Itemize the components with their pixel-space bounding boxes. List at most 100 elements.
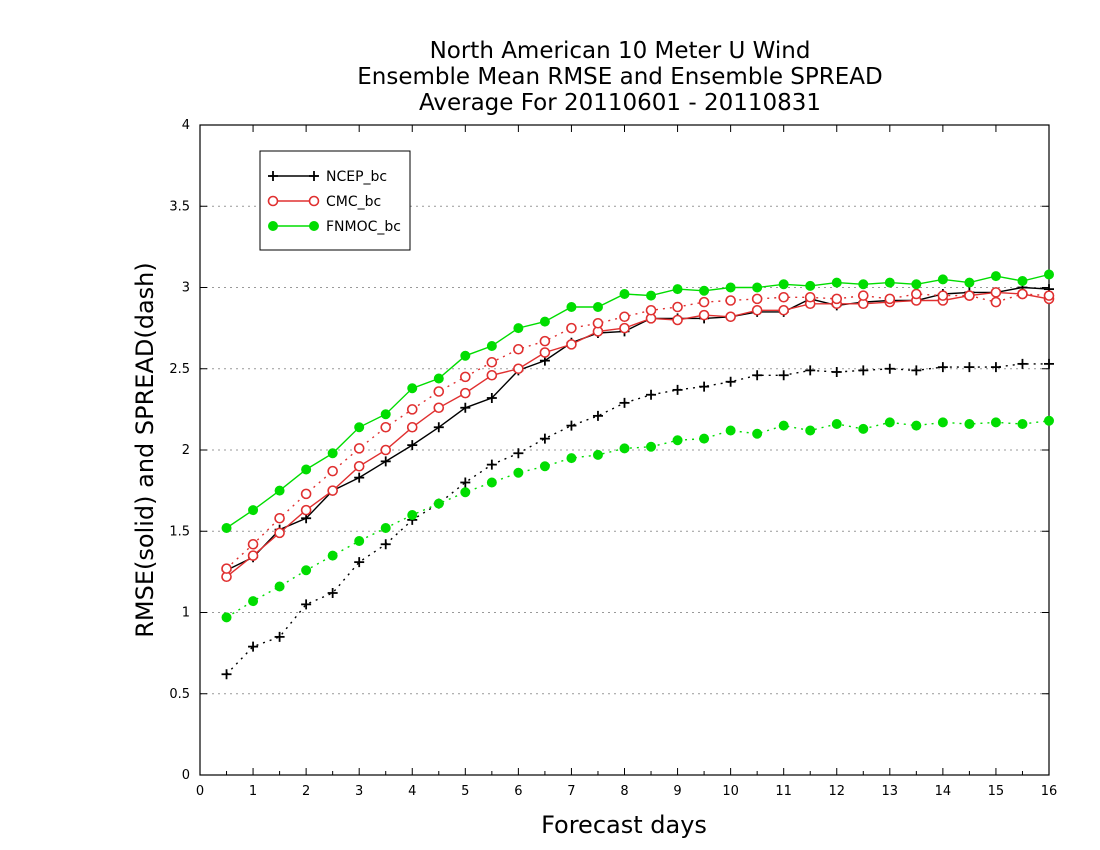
cmc-bc-spread-point (274, 512, 285, 524)
cmc-bc-spread-point (672, 301, 683, 313)
legend-marker (267, 195, 279, 207)
x-tick-label: 3 (355, 784, 363, 799)
ncep-bc-spread-point (831, 367, 842, 377)
cmc-bc-spread-point (327, 465, 338, 477)
cmc-bc-rmse-point (406, 421, 418, 433)
x-tick-label: 1 (249, 784, 257, 799)
fnmoc-bc-spread-point (407, 510, 418, 520)
x-tick-label: 8 (620, 784, 628, 799)
cmc-bc-rmse-point (778, 304, 789, 316)
fnmoc-bc-rmse-point (221, 523, 232, 533)
fnmoc-bc-spread-point (858, 423, 869, 434)
legend-label: NCEP_bc (326, 169, 387, 185)
fnmoc-bc-spread-point (592, 449, 603, 460)
x-tick-label: 6 (514, 784, 522, 799)
cmc-bc-spread-point (645, 304, 657, 316)
ncep-bc-spread-point (380, 539, 391, 550)
x-tick-label: 4 (408, 784, 416, 799)
cmc-bc-spread-point (725, 295, 736, 306)
cmc-bc-rmse-point (539, 347, 551, 358)
cmc-bc-spread-point (460, 371, 471, 383)
fnmoc-bc-spread-point (460, 487, 471, 498)
ncep-bc-spread-point (539, 433, 550, 444)
y-tick-label: 3.5 (169, 199, 190, 214)
x-tick-label: 7 (567, 784, 575, 799)
fnmoc-bc-rmse-point (911, 279, 922, 290)
fnmoc-bc-spread-point (513, 467, 524, 478)
y-tick-label: 2.5 (169, 362, 190, 377)
ncep-bc-rmse-point (460, 402, 471, 413)
cmc-bc-rmse-point (300, 504, 312, 516)
fnmoc-bc-rmse-point (884, 277, 895, 288)
cmc-bc-spread-line (226, 293, 1050, 570)
x-tick-label: 12 (828, 784, 845, 799)
chart-title-line-2: Ensemble Mean RMSE and Ensemble SPREAD (357, 64, 882, 90)
fnmoc-bc-spread-point (831, 419, 842, 429)
x-tick-label: 0 (196, 784, 204, 799)
ncep-bc-spread-point (699, 381, 710, 392)
fnmoc-bc-rmse-point (1017, 276, 1028, 286)
ncep-bc-spread-point (513, 448, 524, 459)
cmc-bc-spread-point (566, 322, 577, 334)
fnmoc-bc-spread-point (964, 419, 975, 429)
fnmoc-bc-spread-point (911, 420, 922, 431)
cmc-bc-rmse-point (566, 339, 577, 350)
ncep-bc-rmse-series (221, 282, 1054, 576)
fnmoc-bc-spread-point (1017, 419, 1028, 429)
legend-item-cmc-bc: CMC_bc (267, 194, 381, 210)
fnmoc-bc-spread-point (646, 441, 657, 452)
ncep-bc-spread-point (752, 370, 763, 381)
y-tick-label: 0 (182, 768, 190, 783)
fnmoc-bc-spread-point (301, 565, 312, 576)
y-tick-label: 1.5 (169, 524, 190, 539)
fnmoc-bc-rmse-point (619, 289, 630, 299)
fnmoc-bc-rmse-point (539, 316, 550, 327)
cmc-bc-spread-point (990, 296, 1002, 308)
x-tick-label: 13 (882, 784, 899, 799)
fnmoc-bc-rmse-point (407, 383, 418, 394)
cmc-bc-spread-point (380, 421, 392, 433)
ncep-bc-spread-point (964, 362, 975, 373)
cmc-bc-rmse-point (274, 527, 285, 539)
legend-item-ncep-bc: NCEP_bc (268, 169, 387, 185)
ncep-bc-spread-point (1017, 358, 1028, 369)
fnmoc-bc-rmse-point (858, 279, 869, 290)
fnmoc-bc-spread-point (990, 417, 1001, 428)
fnmoc-bc-rmse-point (433, 373, 444, 384)
cmc-bc-rmse-point (698, 309, 710, 321)
fnmoc-bc-spread-point (433, 498, 444, 509)
fnmoc-bc-spread-point (778, 420, 789, 431)
cmc-bc-spread-point (592, 317, 604, 329)
fnmoc-bc-spread-series (221, 415, 1054, 623)
fnmoc-bc-spread-point (725, 425, 736, 436)
x-tick-label: 9 (673, 784, 681, 799)
ncep-bc-spread-point (937, 362, 948, 373)
ncep-bc-spread-point (619, 397, 630, 408)
cmc-bc-spread-point (964, 290, 975, 301)
ncep-bc-rmse-point (407, 440, 418, 451)
y-tick-label: 4 (182, 118, 190, 133)
cmc-bc-rmse-point (460, 387, 471, 399)
fnmoc-bc-rmse-point (513, 323, 524, 334)
ncep-bc-spread-line (225, 363, 1049, 675)
cmc-bc-spread-point (937, 290, 949, 301)
cmc-bc-spread-point (831, 293, 843, 305)
fnmoc-bc-spread-point (327, 550, 338, 561)
fnmoc-bc-rmse-point (592, 302, 603, 312)
ncep-bc-spread-point (460, 477, 471, 488)
fnmoc-bc-rmse-point (672, 284, 683, 295)
cmc-bc-spread-point (804, 291, 816, 303)
ncep-bc-spread-point (646, 389, 657, 400)
fnmoc-bc-rmse-point (805, 280, 816, 291)
axis-ticks: 00.511.522.533.540 1 2 3 4 5 6 7 8 9 10 11 12 13 14 15 1… (169, 118, 1057, 799)
y-tick-label: 2 (182, 443, 190, 458)
ncep-bc-spread-point (672, 384, 683, 395)
cmc-bc-spread-point (433, 386, 445, 397)
fnmoc-bc-rmse-point (460, 350, 471, 361)
fnmoc-bc-rmse-point (699, 285, 710, 296)
ncep-bc-spread-point (911, 365, 922, 376)
fnmoc-bc-rmse-point (354, 422, 365, 433)
cmc-bc-spread-point (539, 335, 551, 347)
fnmoc-bc-spread-point (672, 435, 683, 446)
cmc-bc-spread-point (513, 343, 524, 355)
